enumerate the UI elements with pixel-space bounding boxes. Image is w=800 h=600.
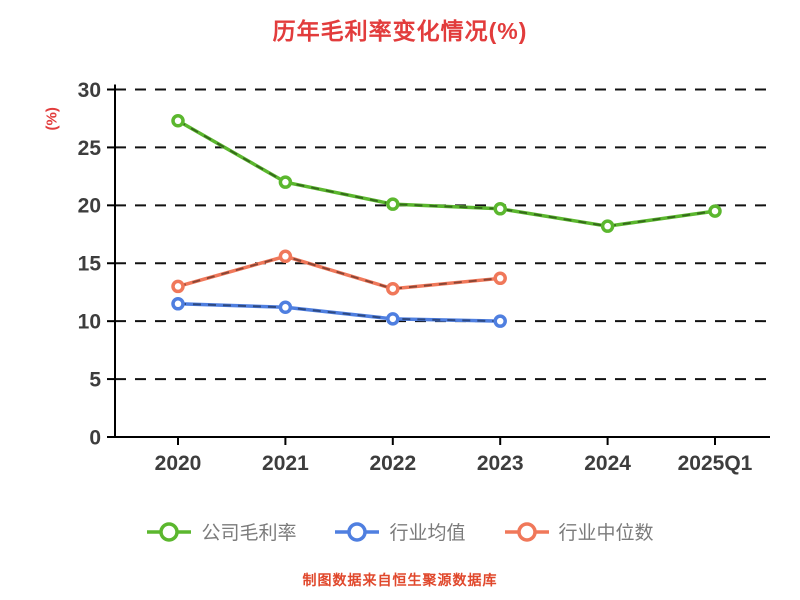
x-axis-ticks: 2020 2021 2022 2023 2024 2025Q1: [155, 437, 753, 475]
svg-text:2021: 2021: [262, 452, 309, 475]
svg-text:5: 5: [89, 368, 101, 391]
svg-text:2025Q1: 2025Q1: [678, 452, 753, 475]
series-line-2: [171, 249, 507, 296]
svg-text:2024: 2024: [584, 452, 631, 475]
data-point-marker: [278, 300, 293, 315]
svg-text:15: 15: [78, 253, 102, 276]
data-point-marker: [171, 297, 185, 311]
data-point-marker: [171, 114, 185, 128]
legend-item-industry-median: 行业中位数: [504, 518, 654, 545]
legend-label: 公司毛利率: [201, 523, 297, 544]
legend-marker-icon: [335, 521, 380, 542]
data-point-marker: [493, 271, 507, 286]
data-point-marker: [386, 281, 400, 296]
legend-marker-icon: [504, 521, 549, 542]
svg-text:2022: 2022: [369, 452, 416, 475]
data-point-marker: [493, 314, 507, 328]
data-point-marker: [708, 204, 722, 218]
data-point-marker: [278, 249, 293, 264]
svg-text:2023: 2023: [477, 452, 524, 475]
svg-text:0: 0: [89, 426, 101, 449]
legend: 公司毛利率 行业均值 行业中位数: [0, 518, 800, 545]
data-point-marker: [278, 175, 293, 189]
legend-item-company-gross-margin: 公司毛利率: [146, 518, 296, 545]
series-line-0: [171, 114, 722, 233]
grid-lines: [115, 88, 770, 381]
legend-marker-icon: [147, 521, 192, 542]
data-point-marker: [386, 197, 400, 211]
y-axis-ticks: 0 5 10 15 20 25 30: [78, 79, 115, 449]
chart-title: 历年毛利率变化情况(%): [272, 18, 528, 44]
data-source-note: 制图数据来自恒生聚源数据库: [302, 572, 498, 588]
svg-text:30: 30: [78, 79, 101, 102]
data-point-marker: [493, 202, 507, 216]
legend-item-industry-average: 行业均值: [334, 518, 466, 545]
svg-text:25: 25: [78, 137, 102, 160]
legend-label: 行业均值: [389, 523, 466, 544]
axes: [114, 84, 770, 438]
svg-text:10: 10: [78, 311, 101, 334]
legend-label: 行业中位数: [558, 523, 654, 544]
svg-text:20: 20: [78, 195, 101, 218]
series-line-1: [171, 297, 507, 328]
svg-text:2020: 2020: [155, 452, 202, 475]
data-point-marker: [600, 219, 615, 233]
data-point-marker: [386, 312, 400, 326]
data-point-marker: [171, 279, 185, 294]
